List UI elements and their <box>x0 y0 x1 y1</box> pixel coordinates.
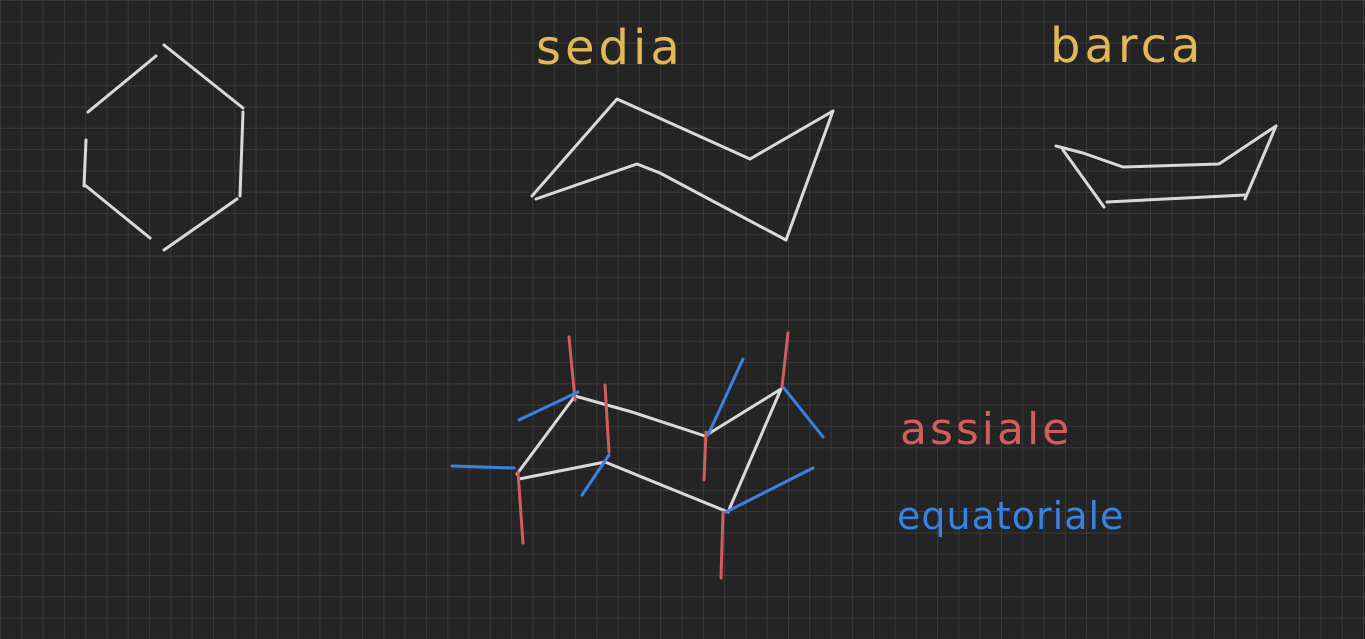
hexagon-edge <box>238 110 245 198</box>
axial-bond <box>516 470 525 545</box>
equatorial-bond <box>706 357 745 437</box>
axial-bond <box>567 335 577 402</box>
boat-edge <box>1243 124 1278 201</box>
hexagon-edge <box>162 197 239 252</box>
hexagon-drawing <box>82 43 245 252</box>
substituted-chair-ring <box>515 387 783 514</box>
axial-bond <box>702 430 708 482</box>
equatorial-bond <box>782 386 825 439</box>
axial-bond <box>603 383 611 454</box>
axial-bond <box>719 510 725 580</box>
equatorial-bond <box>580 453 611 497</box>
equatorial-bond <box>450 464 516 470</box>
hexagon-edge <box>162 43 245 110</box>
boat-edge <box>1054 124 1278 169</box>
hexagon-edge <box>82 138 88 188</box>
equatorial-bonds <box>450 357 825 514</box>
chair-drawing <box>530 97 835 242</box>
axial-bonds <box>516 331 790 580</box>
equatorial-bond <box>517 390 580 422</box>
boat-edge <box>1105 193 1247 204</box>
boat-edge <box>1061 148 1106 209</box>
chair-edge <box>748 109 835 242</box>
chair-edge <box>534 162 788 242</box>
ring-edge <box>517 387 783 514</box>
equatorial-bond <box>724 466 815 514</box>
chair-label: sedia <box>536 20 684 76</box>
equatorial-label: equatoriale <box>897 494 1125 538</box>
axial-bond <box>780 331 790 389</box>
chair-edge <box>530 97 752 198</box>
ring-edge <box>515 387 783 476</box>
boat-drawing <box>1054 124 1278 209</box>
hexagon-edge <box>84 184 152 240</box>
boat-label: barca <box>1050 18 1205 74</box>
hexagon-edge <box>86 54 158 114</box>
axial-label: assiale <box>900 404 1073 455</box>
